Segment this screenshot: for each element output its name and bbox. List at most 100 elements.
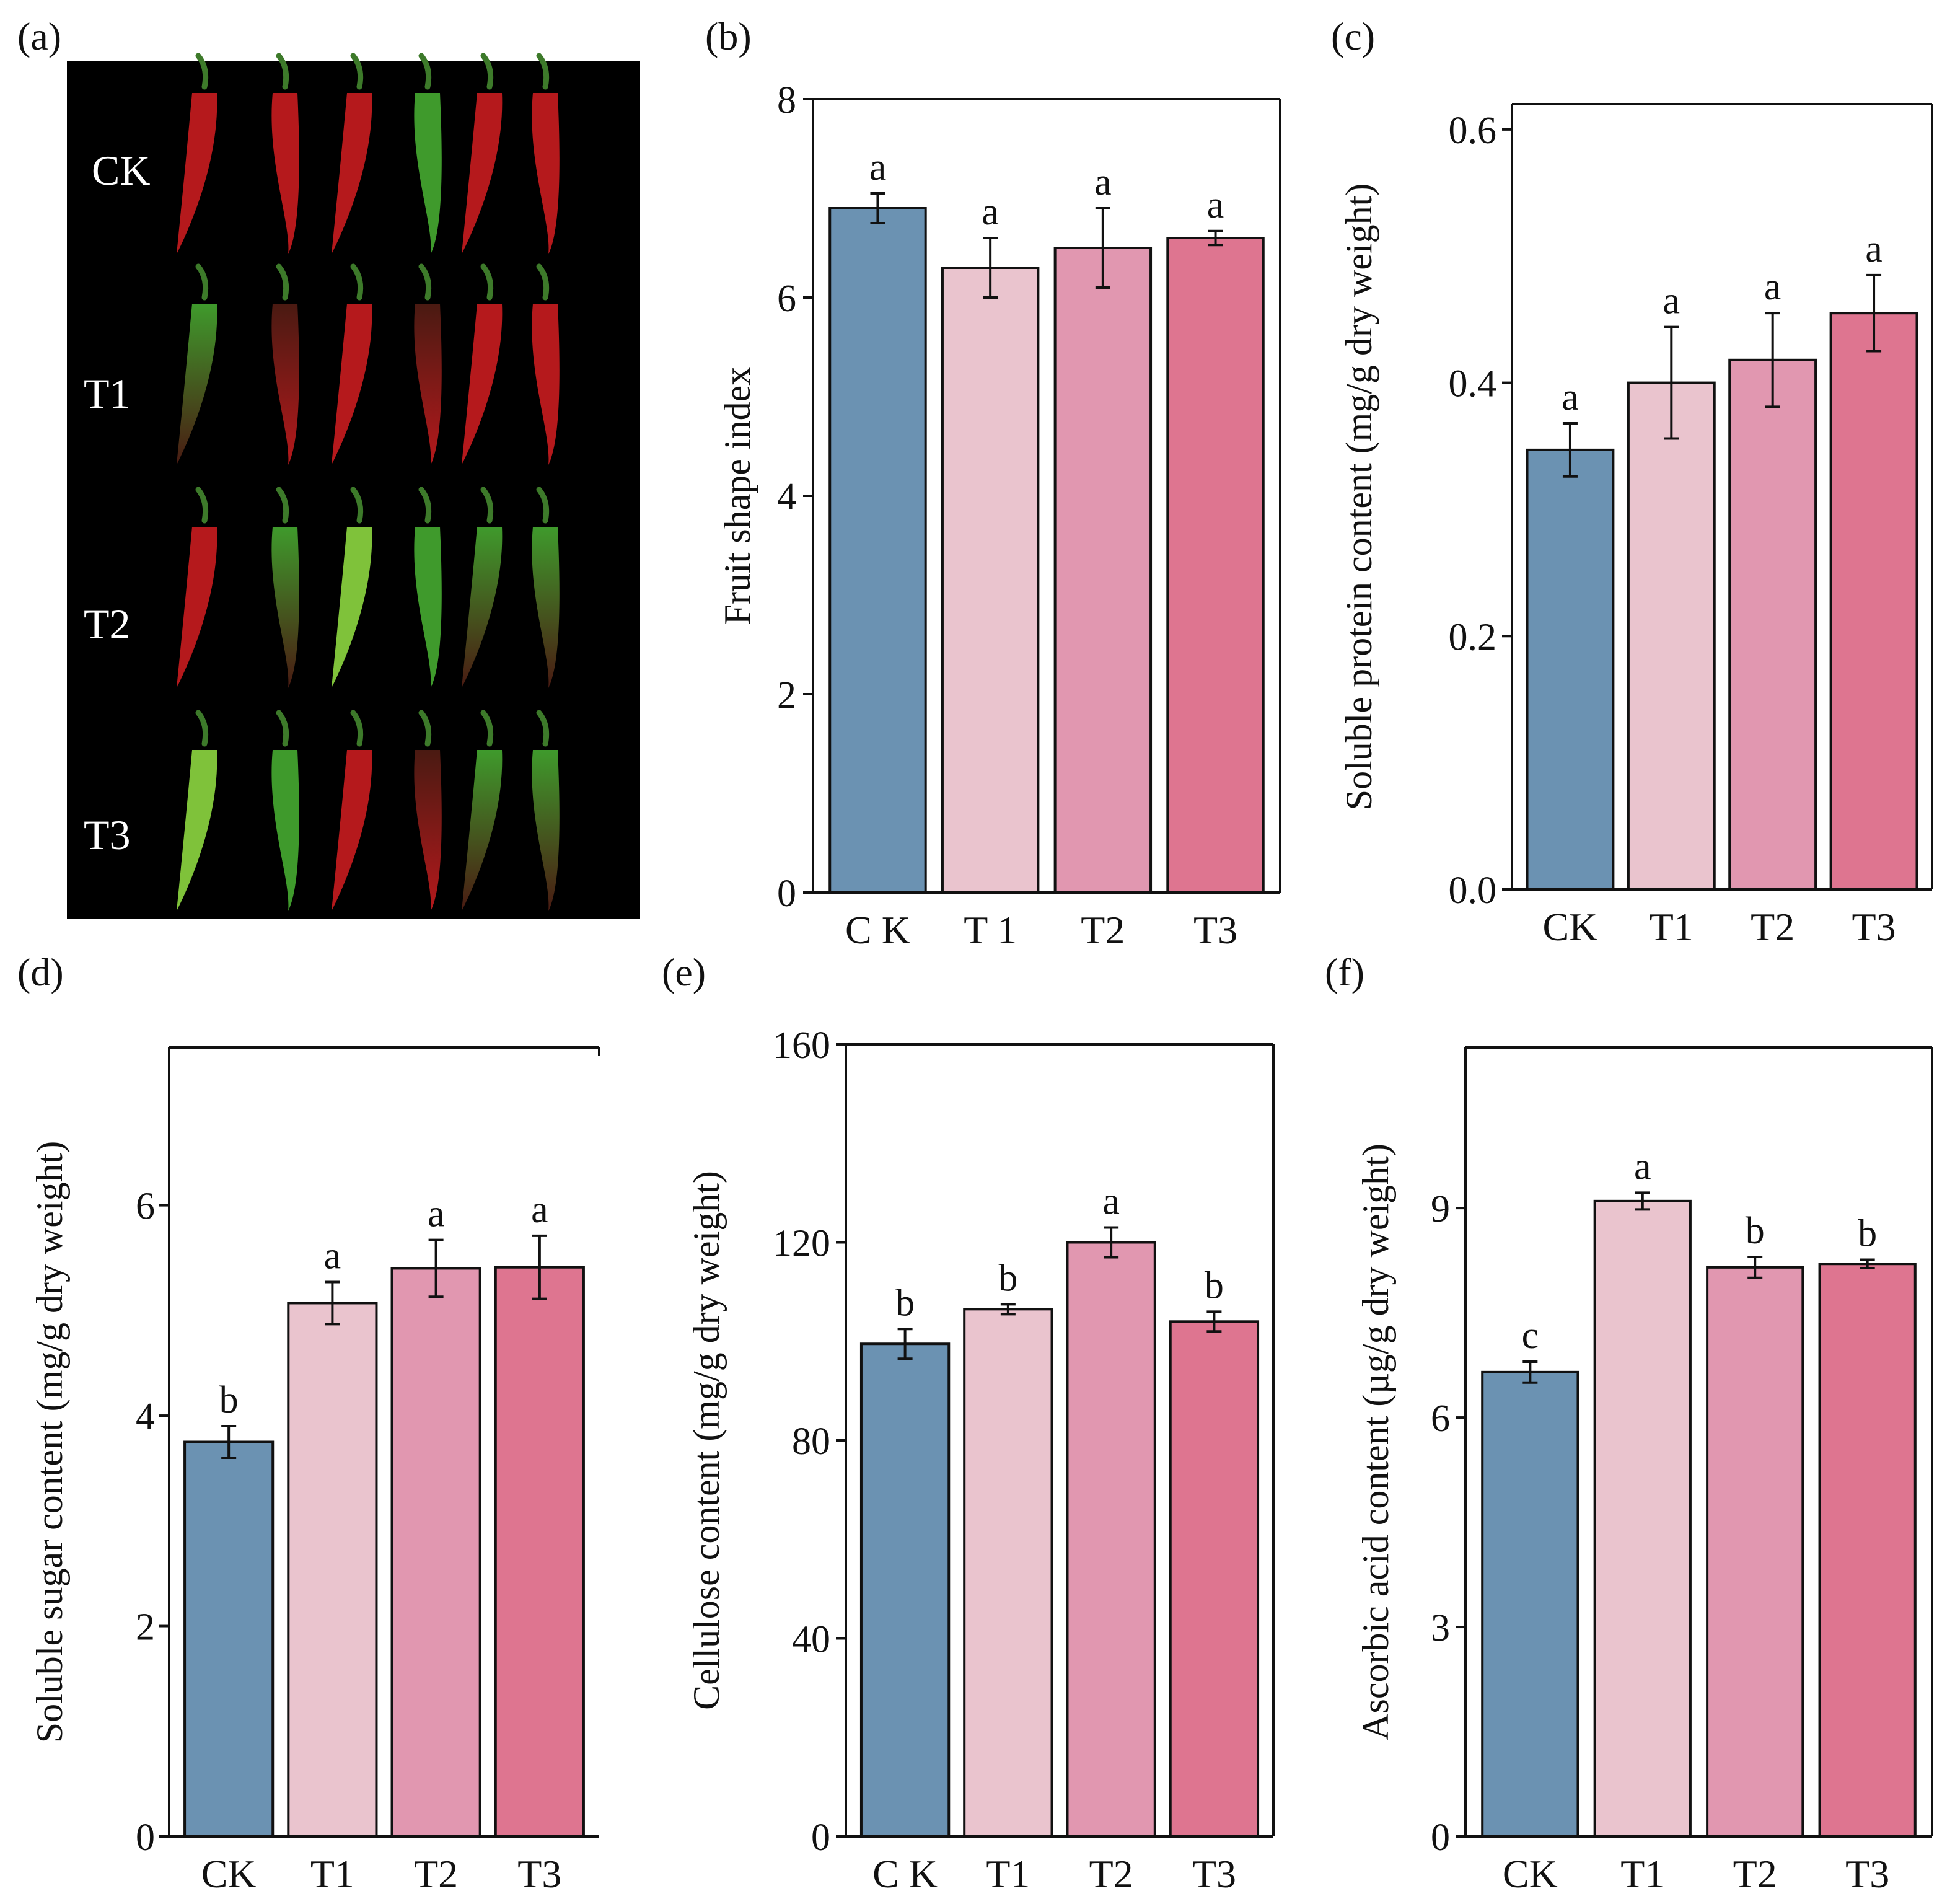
panel-d-label: (d) — [17, 950, 64, 994]
y-tick-label: 0.0 — [1449, 870, 1497, 912]
panel-b-chart: (b) 0 2 4 6 8 Fruit shape index a C K a T 1 a T2 a T3 — [705, 14, 1281, 952]
x-tick-label: T2 — [1751, 905, 1795, 949]
significance-letter: a — [1865, 228, 1883, 270]
y-tick-label: 6 — [136, 1186, 155, 1228]
x-tick-label: C K — [872, 1852, 938, 1896]
pepper-body — [414, 527, 442, 688]
pepper — [462, 263, 503, 465]
bar-t2 — [1053, 247, 1153, 894]
pepper — [532, 487, 560, 688]
pepper-body — [462, 527, 503, 688]
y-axis-label: Soluble sugar content (mg/g dry weight) — [29, 1141, 70, 1743]
pepper-stem — [195, 487, 209, 524]
pepper-body — [332, 304, 372, 465]
x-tick-label: T3 — [1193, 908, 1237, 952]
bar-ck — [1526, 448, 1615, 891]
x-tick-label: CK — [201, 1852, 257, 1896]
pepper — [462, 53, 503, 254]
significance-letter: a — [1634, 1145, 1651, 1188]
x-tick-label: C K — [845, 908, 910, 952]
y-axis-label: Soluble protein content (mg/g dry weight… — [1338, 183, 1379, 810]
x-tick-label: T2 — [1733, 1852, 1777, 1896]
pepper-stem — [276, 263, 289, 301]
bar-t1 — [1593, 1199, 1692, 1838]
significance-letter: a — [1562, 376, 1579, 418]
y-tick-label: 4 — [136, 1396, 155, 1438]
significance-letter: a — [1102, 1181, 1120, 1223]
row-label-t2: T2 — [84, 601, 131, 648]
bar-t3 — [494, 1266, 585, 1838]
y-axis-label: Ascorbic acid content (µg/g dry weight) — [1355, 1144, 1396, 1740]
bar-t2 — [1066, 1241, 1156, 1838]
y-tick-label: 0 — [811, 1817, 830, 1859]
pepper-body — [177, 304, 217, 465]
pepper — [332, 263, 372, 465]
bar-t1 — [287, 1302, 378, 1838]
y-tick-label: 4 — [777, 476, 796, 518]
pepper-stem — [350, 710, 364, 747]
row-label-t1: T1 — [84, 370, 131, 417]
pepper-stem — [276, 487, 289, 524]
pepper-stem — [195, 263, 209, 301]
y-tick-label: 160 — [773, 1025, 830, 1067]
y-tick-label: 3 — [1431, 1607, 1450, 1649]
x-tick-label: CK — [1503, 1852, 1558, 1896]
y-tick-label: 8 — [777, 79, 796, 121]
pepper-body — [462, 750, 503, 911]
pepper-stem — [480, 487, 494, 524]
panel-c-label: (c) — [1331, 14, 1375, 58]
pepper-body — [177, 750, 217, 911]
pepper — [332, 53, 372, 254]
pepper-body — [532, 93, 560, 254]
pepper — [271, 53, 299, 254]
bar-ck — [183, 1440, 275, 1838]
pepper — [462, 710, 503, 911]
significance-letter: a — [869, 146, 887, 188]
bar-t2 — [1728, 358, 1817, 891]
pepper — [414, 487, 442, 688]
x-tick-label: T1 — [310, 1852, 354, 1896]
x-tick-label: T2 — [1081, 908, 1125, 952]
pepper-body — [271, 304, 299, 465]
y-axis-label: Fruit shape index — [717, 367, 758, 625]
bar-t2 — [390, 1267, 481, 1838]
pepper — [177, 710, 217, 911]
y-tick-label: 0 — [777, 873, 796, 915]
pepper — [332, 710, 372, 911]
pepper-stem — [536, 710, 550, 747]
pepper-stem — [350, 487, 364, 524]
pepper — [414, 263, 442, 465]
pepper-body — [271, 93, 299, 254]
pepper — [414, 710, 442, 911]
pepper-stem — [480, 710, 494, 747]
pepper-stem — [480, 53, 494, 90]
pepper-body — [414, 750, 442, 911]
pepper — [332, 487, 372, 688]
y-tick-label: 6 — [777, 278, 796, 320]
bar-ck — [859, 1342, 951, 1838]
pepper-stem — [480, 263, 494, 301]
y-tick-label: 0.4 — [1449, 363, 1497, 405]
pepper-stem — [418, 487, 432, 524]
bar-ck — [828, 207, 927, 894]
significance-letter: a — [1663, 280, 1680, 322]
significance-letter: a — [1094, 161, 1112, 203]
x-tick-label: T3 — [1845, 1852, 1889, 1896]
y-tick-label: 2 — [136, 1606, 155, 1649]
panel-c-chart: (c) 0.0 0.2 0.4 0.6 Soluble protein content (… — [1331, 14, 1933, 949]
pepper-body — [414, 93, 442, 254]
pepper-stem — [418, 263, 432, 301]
bar-t3 — [1818, 1263, 1917, 1838]
y-tick-label: 6 — [1431, 1398, 1450, 1440]
pepper-stem — [195, 53, 209, 90]
pepper — [177, 263, 217, 465]
significance-letter: a — [531, 1189, 548, 1231]
pepper — [177, 487, 217, 688]
x-tick-label: CK — [1542, 905, 1597, 949]
pepper-stem — [418, 710, 432, 747]
x-tick-label: T1 — [1620, 1852, 1664, 1896]
panel-a-label: (a) — [17, 14, 61, 58]
significance-letter: b — [1858, 1212, 1877, 1254]
pepper-body — [532, 750, 560, 911]
